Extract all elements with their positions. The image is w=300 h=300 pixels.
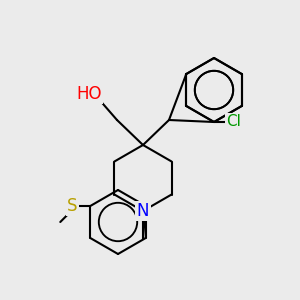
Text: Cl: Cl	[226, 115, 242, 130]
Text: HO: HO	[76, 85, 102, 103]
Text: N: N	[137, 202, 149, 220]
Text: S: S	[67, 197, 77, 215]
